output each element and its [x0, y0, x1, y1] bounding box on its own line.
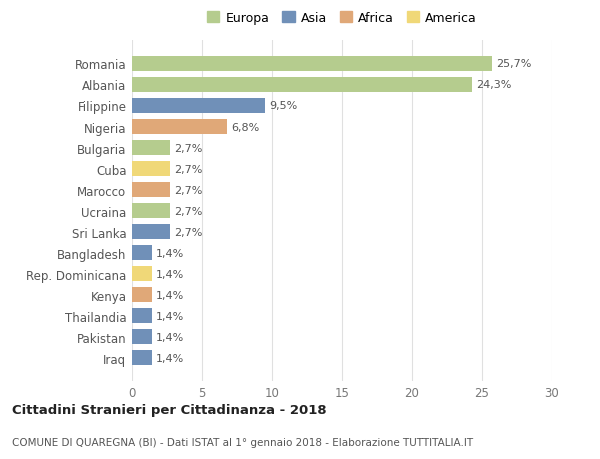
Text: 2,7%: 2,7%: [174, 164, 202, 174]
Text: 2,7%: 2,7%: [174, 227, 202, 237]
Bar: [132, 140, 170, 156]
Text: 24,3%: 24,3%: [476, 80, 512, 90]
Text: 1,4%: 1,4%: [156, 353, 184, 363]
Text: 1,4%: 1,4%: [156, 290, 184, 300]
Bar: [132, 183, 170, 198]
Text: 1,4%: 1,4%: [156, 332, 184, 342]
Bar: [132, 308, 152, 324]
Text: 1,4%: 1,4%: [156, 311, 184, 321]
Text: 1,4%: 1,4%: [156, 269, 184, 279]
Text: 6,8%: 6,8%: [232, 122, 260, 132]
Text: 2,7%: 2,7%: [174, 206, 202, 216]
Bar: [132, 162, 170, 177]
Bar: [132, 204, 170, 218]
Bar: [132, 99, 265, 114]
Bar: [132, 287, 152, 302]
Bar: [132, 120, 227, 135]
Bar: [132, 267, 152, 282]
Text: Cittadini Stranieri per Cittadinanza - 2018: Cittadini Stranieri per Cittadinanza - 2…: [12, 403, 326, 416]
Text: 2,7%: 2,7%: [174, 143, 202, 153]
Bar: [132, 78, 472, 93]
Legend: Europa, Asia, Africa, America: Europa, Asia, Africa, America: [203, 8, 481, 28]
Bar: [132, 224, 170, 240]
Bar: [132, 57, 492, 72]
Bar: [132, 246, 152, 261]
Text: 2,7%: 2,7%: [174, 185, 202, 195]
Bar: [132, 350, 152, 365]
Text: 25,7%: 25,7%: [496, 59, 532, 69]
Text: COMUNE DI QUAREGNA (BI) - Dati ISTAT al 1° gennaio 2018 - Elaborazione TUTTITALI: COMUNE DI QUAREGNA (BI) - Dati ISTAT al …: [12, 437, 473, 447]
Bar: [132, 330, 152, 345]
Text: 1,4%: 1,4%: [156, 248, 184, 258]
Text: 9,5%: 9,5%: [269, 101, 298, 111]
